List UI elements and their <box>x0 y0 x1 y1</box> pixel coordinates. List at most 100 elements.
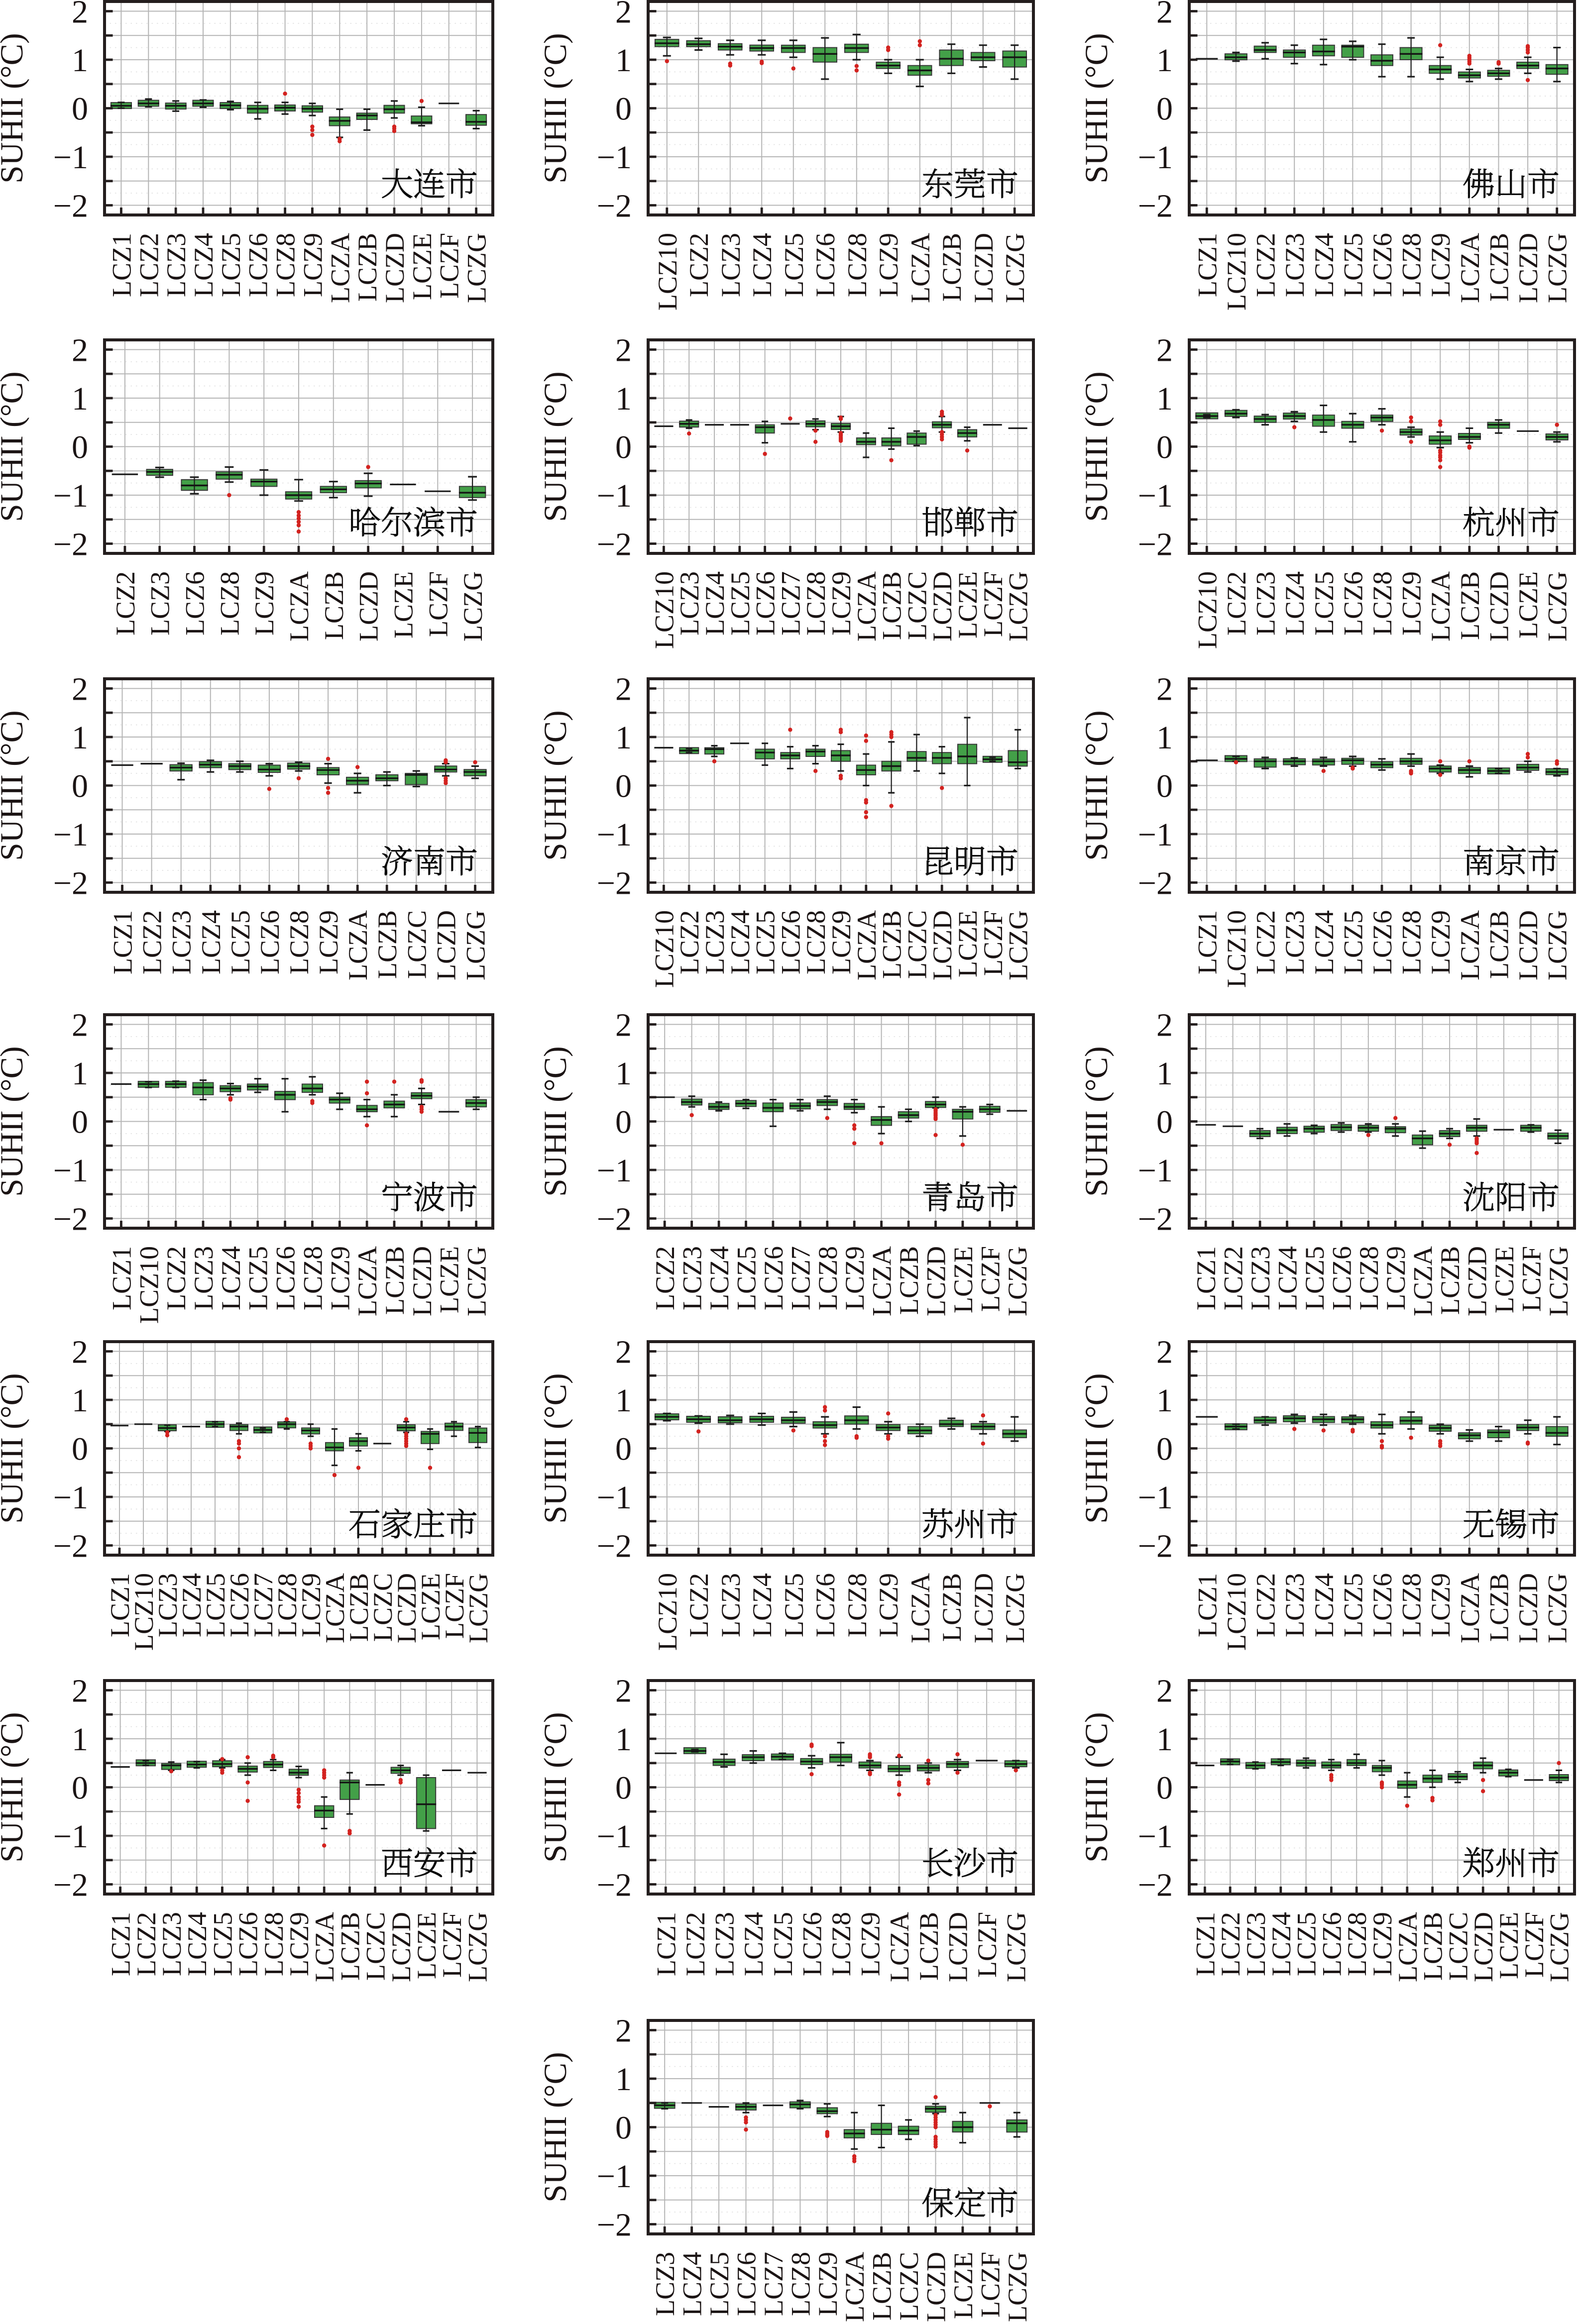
svg-text:LCZ5: LCZ5 <box>732 1246 762 1310</box>
svg-text:LCZD: LCZD <box>1513 1573 1543 1643</box>
svg-text:LCZ1: LCZ1 <box>1191 1246 1221 1310</box>
svg-text:LCZB: LCZB <box>1418 1912 1448 1981</box>
svg-text:LCZE: LCZE <box>412 1912 442 1979</box>
svg-text:1: 1 <box>615 42 632 79</box>
svg-text:LCZD: LCZD <box>969 1573 999 1643</box>
svg-text:0: 0 <box>615 1770 632 1806</box>
svg-text:LCZ2: LCZ2 <box>1222 571 1251 635</box>
svg-text:LCZ3: LCZ3 <box>716 233 746 297</box>
svg-text:−1: −1 <box>597 817 632 853</box>
svg-text:LCZG: LCZG <box>1545 1912 1575 1982</box>
svg-text:LCZF: LCZF <box>437 1912 467 1978</box>
svg-text:−2: −2 <box>53 1867 88 1903</box>
svg-text:LCZD: LCZD <box>1463 1246 1492 1316</box>
svg-text:LCZB: LCZB <box>877 571 907 640</box>
svg-text:LCZ2: LCZ2 <box>1251 910 1281 974</box>
svg-text:−2: −2 <box>597 2207 632 2243</box>
svg-text:LCZE: LCZE <box>1513 571 1543 638</box>
svg-text:LCZ4: LCZ4 <box>725 910 755 974</box>
svg-text:LCZD: LCZD <box>1468 1912 1498 1982</box>
svg-text:LCZ6: LCZ6 <box>1338 571 1368 635</box>
svg-text:LCZB: LCZB <box>319 571 349 640</box>
svg-text:LCZD: LCZD <box>1513 910 1543 980</box>
svg-text:LCZ1: LCZ1 <box>107 233 136 297</box>
svg-text:−2: −2 <box>1138 527 1173 563</box>
svg-text:LCZG: LCZG <box>1003 2252 1032 2322</box>
svg-text:LCZF: LCZF <box>423 571 453 637</box>
svg-text:LCZ3: LCZ3 <box>650 2252 680 2316</box>
svg-text:LCZ9: LCZ9 <box>1426 1573 1456 1637</box>
svg-text:LCZ3: LCZ3 <box>157 1912 187 1976</box>
svg-text:LCZD: LCZD <box>380 233 410 303</box>
svg-text:LCZA: LCZA <box>1455 1573 1485 1643</box>
svg-text:LCZB: LCZB <box>1484 233 1514 302</box>
svg-text:1: 1 <box>72 1056 88 1092</box>
svg-text:1: 1 <box>615 1721 632 1758</box>
svg-text:SUHII (°C): SUHII (°C) <box>538 2052 573 2202</box>
svg-text:LCZ4: LCZ4 <box>1280 571 1310 635</box>
svg-text:LCZE: LCZE <box>407 233 437 300</box>
svg-text:2: 2 <box>615 332 632 369</box>
svg-text:LCZA: LCZA <box>1408 1246 1438 1316</box>
svg-text:LCZ10: LCZ10 <box>129 1573 159 1651</box>
svg-text:LCZA: LCZA <box>905 233 935 303</box>
svg-text:LCZF: LCZF <box>972 1912 1002 1978</box>
svg-text:LCZG: LCZG <box>1544 1246 1574 1316</box>
svg-text:LCZ4: LCZ4 <box>739 1912 769 1976</box>
svg-text:LCZE: LCZE <box>1494 1912 1524 1979</box>
svg-text:LCZD: LCZD <box>407 1246 437 1316</box>
svg-text:LCZD: LCZD <box>943 1912 973 1982</box>
svg-text:LCZ3: LCZ3 <box>1280 1573 1310 1637</box>
svg-text:2: 2 <box>72 1007 88 1044</box>
svg-text:LCZA: LCZA <box>1455 910 1485 980</box>
svg-text:LCZ4: LCZ4 <box>1273 1246 1303 1310</box>
svg-text:2: 2 <box>72 332 88 369</box>
svg-text:LCZ7: LCZ7 <box>248 1573 278 1637</box>
svg-text:LCZ9: LCZ9 <box>325 1246 355 1310</box>
svg-text:LCZ9: LCZ9 <box>813 2252 843 2316</box>
svg-text:LCZD: LCZD <box>431 910 461 980</box>
svg-text:LCZ4: LCZ4 <box>196 910 226 974</box>
svg-text:LCZ6: LCZ6 <box>1367 233 1397 297</box>
svg-text:0: 0 <box>615 2110 632 2146</box>
svg-text:2: 2 <box>1156 671 1173 708</box>
svg-text:LCZ9: LCZ9 <box>1397 571 1427 635</box>
svg-text:LCZG: LCZG <box>462 1246 492 1316</box>
svg-text:LCZC: LCZC <box>1443 1912 1473 1981</box>
svg-text:LCZ9: LCZ9 <box>1381 1246 1411 1310</box>
svg-text:LCZ9: LCZ9 <box>840 1246 870 1310</box>
svg-text:LCZG: LCZG <box>1543 571 1573 641</box>
svg-text:−1: −1 <box>1138 139 1173 176</box>
svg-text:LCZ6: LCZ6 <box>180 571 210 635</box>
svg-text:LCZB: LCZB <box>894 1246 924 1315</box>
svg-text:LCZF: LCZF <box>975 2252 1005 2318</box>
svg-text:LCZ5: LCZ5 <box>226 910 255 974</box>
svg-text:−2: −2 <box>53 1528 88 1565</box>
svg-text:LCZ8: LCZ8 <box>298 1246 328 1310</box>
svg-text:LCZ6: LCZ6 <box>1327 1246 1356 1310</box>
svg-text:0: 0 <box>72 91 88 127</box>
svg-text:LCZ8: LCZ8 <box>801 910 831 974</box>
svg-text:2: 2 <box>1156 0 1173 30</box>
svg-text:1: 1 <box>1156 1382 1173 1419</box>
svg-text:LCZ4: LCZ4 <box>1309 910 1339 974</box>
svg-text:LCZB: LCZB <box>352 233 382 302</box>
svg-text:LCZB: LCZB <box>380 1246 410 1315</box>
svg-text:LCZA: LCZA <box>352 1246 382 1316</box>
svg-text:1: 1 <box>615 381 632 417</box>
svg-text:2: 2 <box>72 1673 88 1709</box>
svg-text:1: 1 <box>615 2061 632 2098</box>
svg-text:1: 1 <box>1156 42 1173 79</box>
svg-text:−2: −2 <box>597 1867 632 1903</box>
svg-text:LCZ8: LCZ8 <box>215 571 244 635</box>
svg-text:LCZ6: LCZ6 <box>732 2252 762 2316</box>
svg-text:LCZ3: LCZ3 <box>1251 571 1281 635</box>
svg-text:LCZ10: LCZ10 <box>653 1573 682 1651</box>
svg-text:LCZ6: LCZ6 <box>759 1246 789 1310</box>
svg-text:SUHII (°C): SUHII (°C) <box>538 1373 573 1523</box>
svg-text:LCZ5: LCZ5 <box>751 910 781 974</box>
svg-text:LCZG: LCZG <box>1543 233 1573 303</box>
svg-text:LCZ2: LCZ2 <box>161 1246 191 1310</box>
svg-text:LCZ4: LCZ4 <box>1309 233 1339 297</box>
svg-text:1: 1 <box>72 1721 88 1758</box>
